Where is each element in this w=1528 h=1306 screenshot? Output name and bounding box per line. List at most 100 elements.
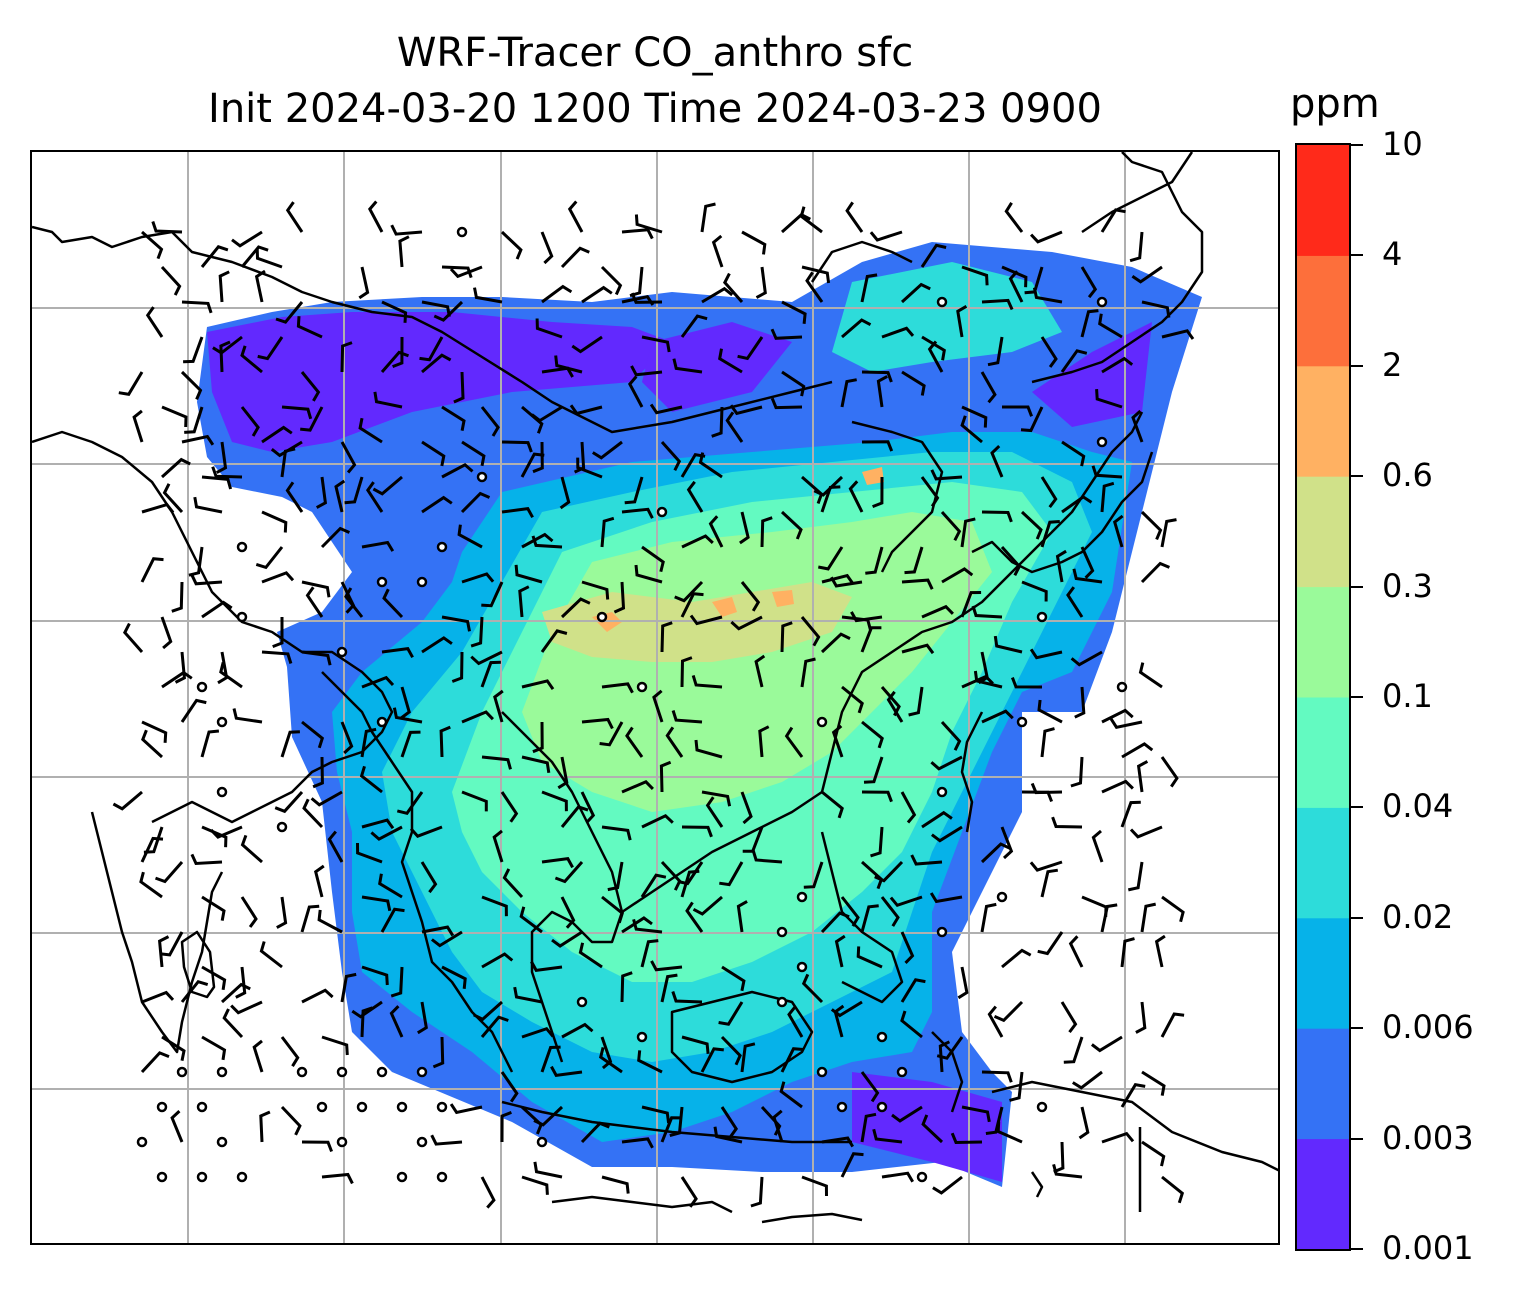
wind-barb (840, 1152, 864, 1178)
wind-barb (1060, 349, 1088, 373)
wind-barb (281, 405, 313, 420)
wind-barb (711, 406, 724, 438)
wind-barb (601, 895, 625, 924)
wind-barb (541, 790, 568, 812)
wind-barb (551, 930, 583, 948)
calm-circle (796, 961, 808, 973)
wind-barb (1080, 546, 1095, 579)
wind-barb (193, 496, 223, 514)
colorbar-tick-label: 0.1 (1382, 677, 1433, 715)
wind-barb (720, 1035, 742, 1066)
wind-barb (669, 1106, 684, 1138)
wind-barb (960, 415, 983, 444)
calm-circle (776, 926, 788, 938)
wind-barb (1000, 545, 1022, 576)
wind-barb (921, 1114, 944, 1144)
wind-barb (461, 790, 488, 812)
wind-barb (514, 564, 543, 584)
wind-barb (737, 336, 764, 361)
wind-barb (780, 621, 793, 653)
wind-barb (276, 896, 288, 929)
wind-barb (365, 481, 384, 513)
wind-barb (170, 1110, 184, 1143)
wind-barb (561, 1022, 594, 1039)
colorbar-swatch-2 (1297, 917, 1349, 1029)
wind-barb (600, 1036, 613, 1070)
colorbar-swatch-1 (1297, 1028, 1349, 1140)
wind-barb (1101, 1131, 1135, 1144)
calm-circle (276, 821, 288, 833)
wind-barb (1030, 782, 1063, 795)
calm-circle (216, 1136, 228, 1148)
wind-barb (770, 328, 803, 340)
wind-barb (671, 991, 703, 1004)
wind-barb (1135, 1001, 1147, 1034)
wind-barb (1052, 1164, 1083, 1179)
wind-barb (1101, 356, 1134, 374)
wind-barb (861, 720, 884, 749)
wind-barb (1032, 287, 1063, 304)
wind-barb (358, 266, 370, 300)
wind-barb (840, 896, 860, 927)
calm-circle (836, 1101, 848, 1113)
wind-barb (389, 1005, 404, 1038)
calm-circle (796, 891, 808, 903)
wind-barb (691, 674, 723, 689)
wind-barb (1140, 510, 1163, 540)
wind-barb (800, 616, 821, 647)
wind-barb (621, 228, 654, 240)
calm-circle (476, 471, 488, 483)
calm-circle (376, 1066, 388, 1078)
wind-barb (219, 340, 231, 373)
wind-barb (960, 591, 982, 618)
wind-barb (449, 265, 483, 279)
wind-barb (821, 1136, 854, 1148)
wind-barb (901, 578, 934, 590)
wind-barb (580, 791, 596, 824)
wind-barb (713, 1126, 743, 1144)
wind-barb (160, 616, 173, 650)
wind-barb (122, 622, 144, 653)
wind-barb (599, 721, 624, 747)
wind-barb (521, 532, 554, 549)
wind-barb (210, 825, 243, 839)
wind-barb (621, 916, 653, 934)
wind-barb (1040, 336, 1058, 368)
wind-barb (634, 214, 663, 234)
map-title-line-2: Init 2024-03-20 1200 Time 2024-03-23 090… (208, 86, 1102, 132)
wind-barb (219, 661, 243, 689)
wind-barb (592, 440, 623, 460)
wind-barb (559, 476, 571, 510)
wind-barb (382, 588, 404, 619)
wind-barb (181, 300, 213, 314)
wind-barb (886, 690, 904, 723)
wind-barb (501, 506, 534, 519)
wind-barb (441, 965, 467, 989)
wind-barb (987, 1005, 1004, 1038)
wind-barb (784, 726, 804, 758)
wind-barb (1081, 895, 1108, 918)
wind-barb (601, 1175, 630, 1194)
wind-barb (660, 1116, 682, 1143)
wind-barb (351, 1000, 383, 1019)
wind-barb (481, 952, 514, 969)
wind-barb (390, 224, 423, 236)
wind-barb (1063, 1036, 1084, 1064)
wind-barb (1037, 699, 1063, 724)
wind-barb (1072, 1070, 1103, 1090)
wind-barb (421, 440, 446, 467)
calm-circle (936, 786, 948, 798)
wind-barb (580, 1121, 610, 1144)
wind-barb (1091, 829, 1104, 863)
wind-barb (254, 269, 266, 303)
wind-barb (1095, 389, 1123, 409)
wind-barb (557, 756, 569, 790)
colorbar-tick-mark (1351, 1027, 1363, 1030)
wind-barb (296, 316, 323, 339)
wind-barb (1100, 903, 1118, 933)
wind-barb (760, 516, 773, 548)
wind-barb (904, 546, 924, 575)
wind-barb (321, 1035, 349, 1056)
wind-barb (361, 540, 395, 552)
wind-barb (356, 842, 383, 864)
